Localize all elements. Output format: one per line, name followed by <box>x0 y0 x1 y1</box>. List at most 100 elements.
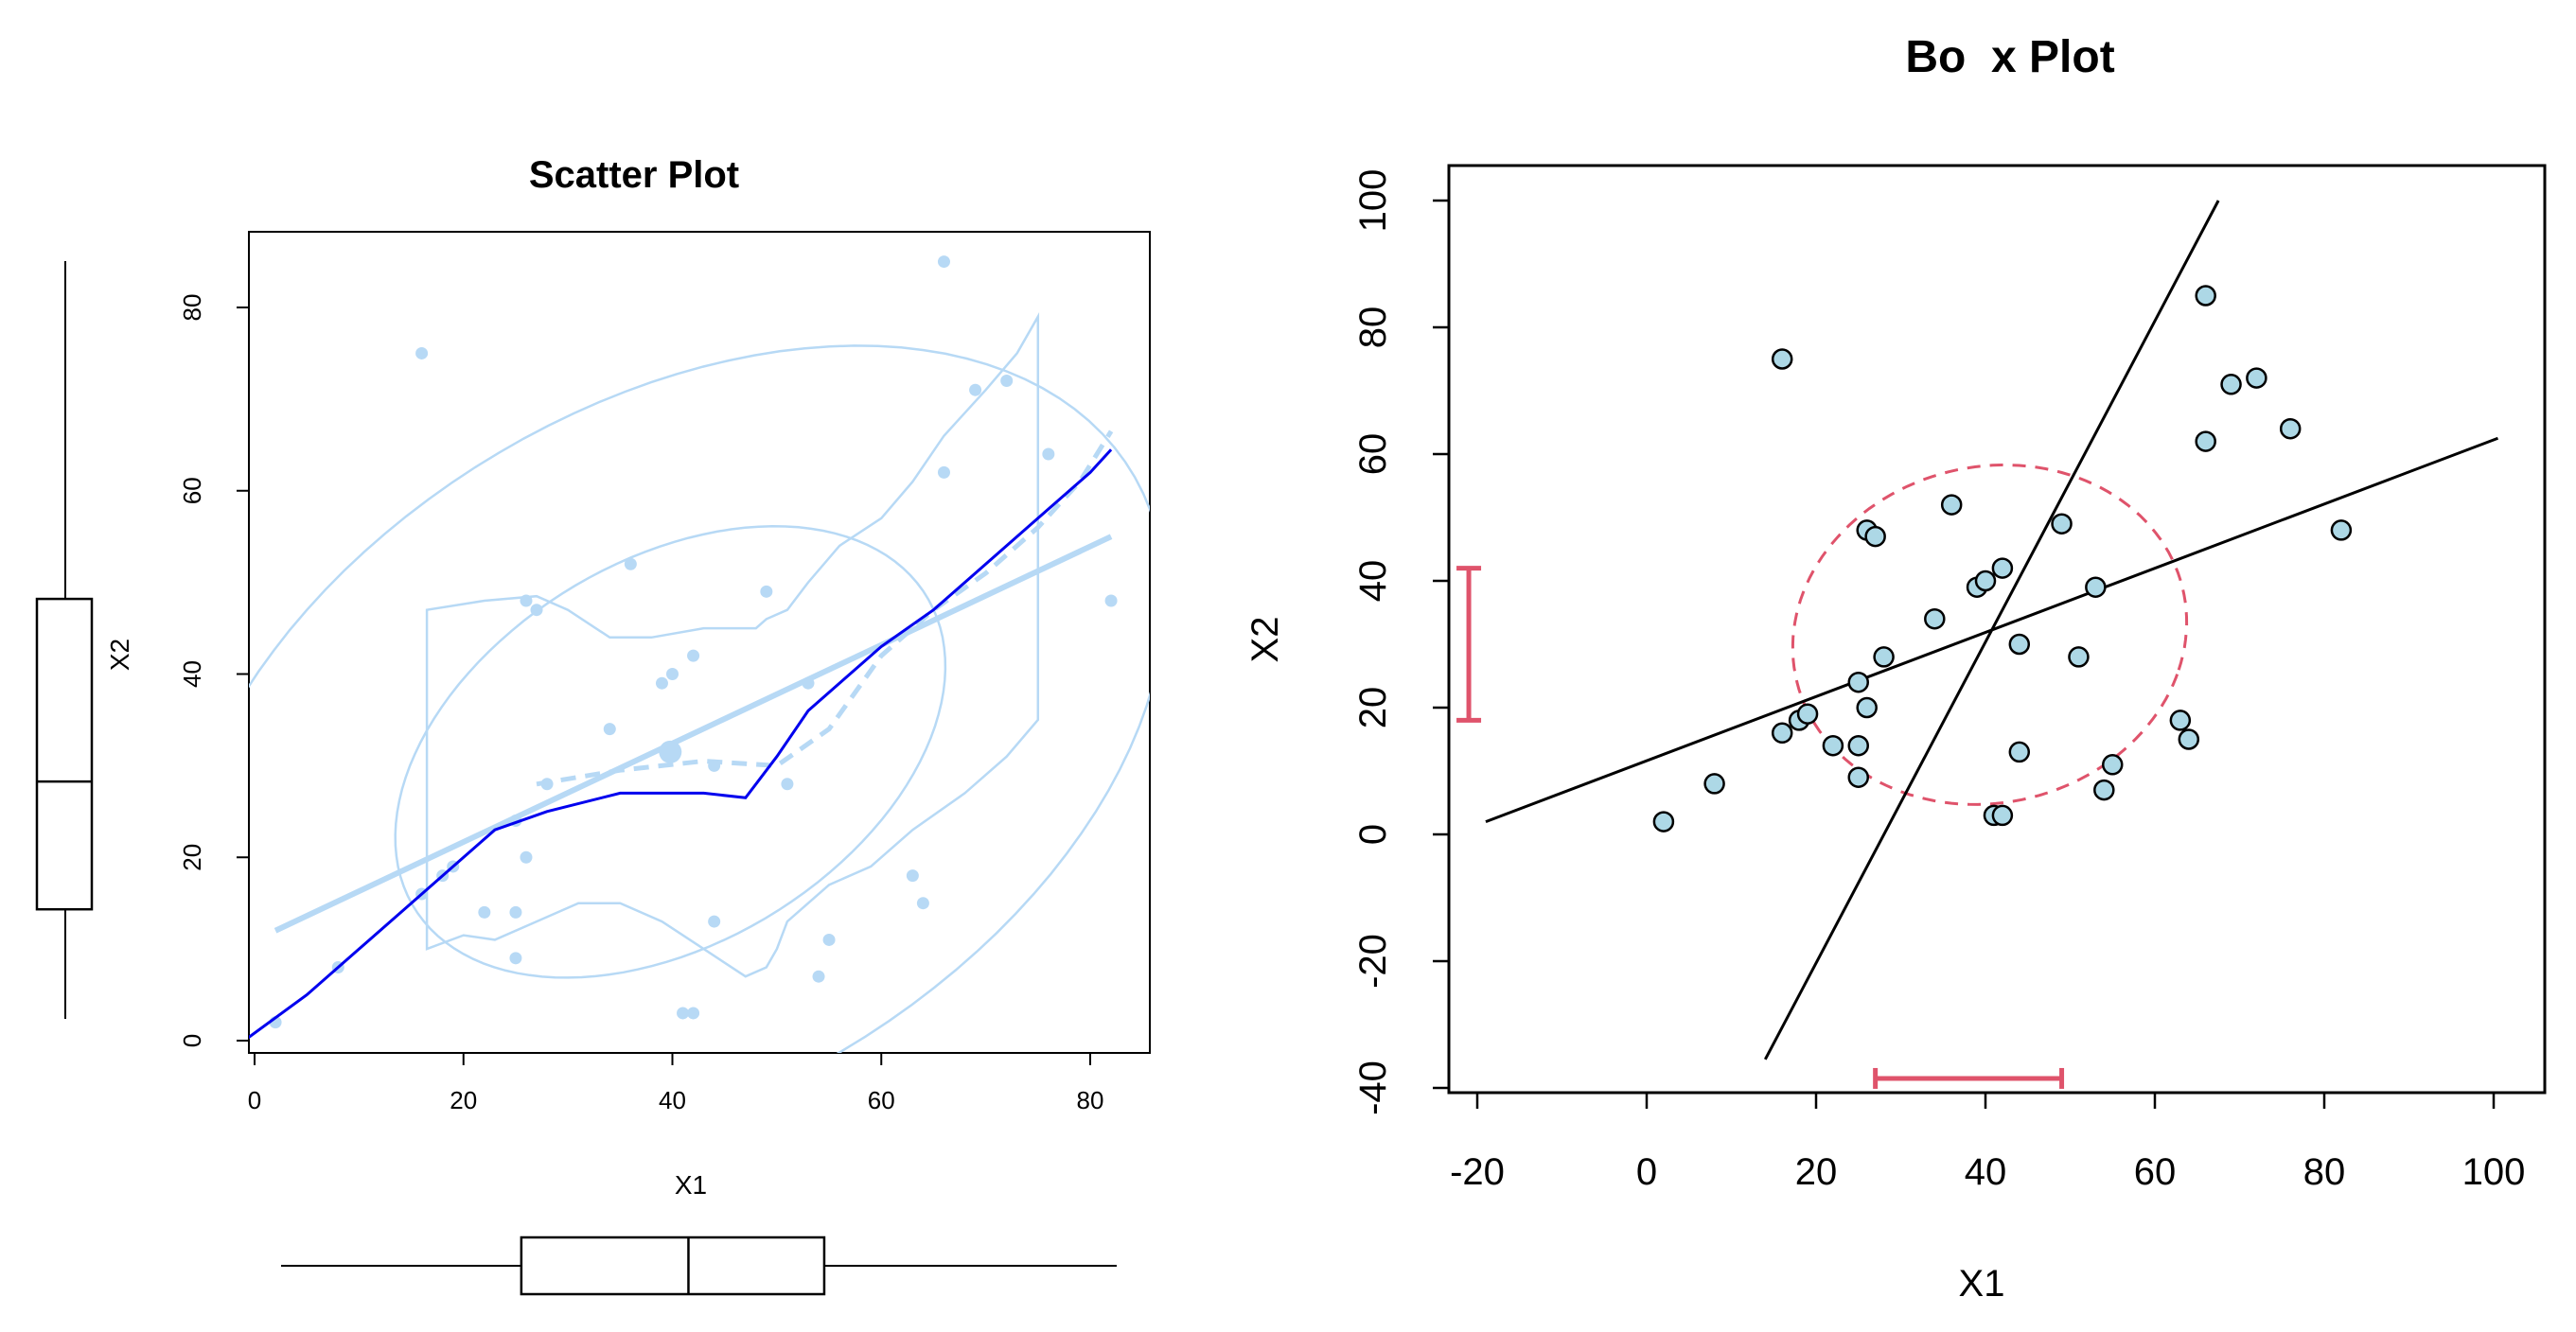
x-tick-label: 0 <box>1636 1151 1657 1193</box>
scatter-plot-frame <box>248 231 1151 1054</box>
scatter-point <box>2220 374 2242 395</box>
box-plot-x-axis-label: X1 <box>1959 1263 2005 1305</box>
scatter-point <box>1000 375 1014 387</box>
scatter-point <box>1104 594 1118 607</box>
scatter-point <box>1940 494 1963 516</box>
scatter-point <box>2246 367 2267 389</box>
scatter-point <box>2195 285 2216 307</box>
scatter-point <box>822 933 836 946</box>
scatter-point <box>2085 576 2107 598</box>
x-tick-label: 100 <box>2462 1151 2526 1193</box>
scatter-point <box>1042 447 1055 461</box>
scatter-point <box>1771 722 1793 745</box>
scatter-point <box>916 897 929 910</box>
scatter-point <box>540 778 554 791</box>
scatter-point <box>781 778 794 791</box>
scatter-point <box>2195 430 2216 452</box>
scatter-point <box>1822 734 1844 757</box>
scatter-plot-y-marginal-boxplot <box>35 261 94 1019</box>
scatter-point <box>2008 741 2031 763</box>
scatter-plot-x-marginal-boxplot <box>281 1236 1117 1296</box>
y-tick-label: -40 <box>1352 1060 1394 1115</box>
y-marginal-box <box>35 597 94 911</box>
scatter-point <box>478 905 491 919</box>
y-tick-label: 20 <box>1352 687 1394 729</box>
scatter-point <box>937 255 950 269</box>
scatter-point <box>677 1007 690 1020</box>
x-tick-label: 20 <box>1795 1151 1838 1193</box>
scatter-point <box>1847 766 1869 788</box>
x-tick-label: 20 <box>450 1086 477 1114</box>
scatter-point <box>687 649 700 662</box>
inner-data-ellipse <box>394 525 947 979</box>
x-tick-label: 0 <box>248 1086 261 1114</box>
scatter-point <box>1703 773 1725 795</box>
scatter-point <box>509 905 522 919</box>
scatter-point <box>1847 734 1869 757</box>
scatter-point <box>2279 417 2302 440</box>
centroid-point <box>659 740 682 763</box>
scatter-point <box>2178 728 2200 750</box>
box-plot-ticks: -20 0 20 40 60 80 100 -40 -20 0 20 40 60 80 100 <box>1352 169 2525 1193</box>
scatter-point <box>1974 570 1997 592</box>
scatter-point <box>666 668 679 680</box>
regression-line <box>273 534 1113 934</box>
y-tick-label: 40 <box>178 660 206 688</box>
scatter-point <box>2008 633 2031 656</box>
scatter-point <box>603 723 616 736</box>
scatter-point <box>1991 804 2014 827</box>
scatter-point <box>1864 525 1886 548</box>
x-tick-label: 60 <box>868 1086 895 1114</box>
y-tick-label: 100 <box>1352 169 1394 233</box>
scatter-point <box>937 465 950 479</box>
y-tick-label: 60 <box>1352 433 1394 476</box>
scatter-point <box>1873 646 1895 668</box>
y-tick-label: 60 <box>178 477 206 504</box>
scatter-point <box>1771 348 1793 370</box>
scatter-point <box>802 676 815 690</box>
x-tick-label: 40 <box>1965 1151 2007 1193</box>
scatter-point <box>2093 779 2115 801</box>
scatter-point <box>969 383 982 396</box>
scatter-point <box>708 759 721 772</box>
scatter-point <box>2169 710 2192 731</box>
scatter-plot-panel: Scatter Plot X1 X2 0 20 40 60 80 0 20 40 60 80 <box>35 154 1151 1296</box>
scatter-plot-y-axis-label: X2 <box>105 639 134 671</box>
scatter-point <box>2068 646 2090 668</box>
box-plot-title: Bo x Plot <box>1905 32 2114 82</box>
scatter-point <box>520 850 533 864</box>
regression-line-x1-on-x2 <box>1763 200 2220 1060</box>
y-tick-label: 80 <box>178 294 206 322</box>
scatter-point <box>509 952 522 965</box>
box-plot-content <box>1485 200 2499 1060</box>
scatter-plot-title: Scatter Plot <box>529 154 739 196</box>
scatter-point <box>708 915 721 928</box>
dashed-ellipse <box>1791 463 2189 806</box>
y-tick-label: 0 <box>178 1034 206 1047</box>
box-plot-panel: Bo x Plot X1 X2 -20 0 20 40 60 80 100 -40 -20 0 20… <box>1244 32 2547 1305</box>
scatter-point <box>2330 519 2353 541</box>
y-tick-label: -20 <box>1352 934 1394 989</box>
scatter-point <box>415 346 429 359</box>
scatter-point <box>1796 703 1819 725</box>
y-tick-label: 40 <box>1352 560 1394 603</box>
smoother-line <box>249 448 1113 1040</box>
x-tick-label: 80 <box>1077 1086 1104 1114</box>
scatter-point <box>655 676 668 690</box>
scatter-point <box>760 585 773 598</box>
y-tick-label: 80 <box>1352 307 1394 349</box>
scatter-point <box>1924 607 1946 630</box>
scatter-point <box>624 557 637 570</box>
spread-envelope <box>425 311 1040 978</box>
box-plot-y-axis-label: X2 <box>1244 617 1286 663</box>
scatter-point <box>687 1007 700 1020</box>
scatter-point <box>1991 557 2014 579</box>
y-tick-label: 20 <box>178 844 206 871</box>
x-tick-label: -20 <box>1450 1151 1505 1193</box>
x-marginal-box <box>520 1236 826 1296</box>
scatter-point <box>2051 513 2073 535</box>
scatter-plot-content <box>249 255 1150 1053</box>
scatter-plot-x-axis-label: X1 <box>675 1170 707 1200</box>
scatter-point <box>1856 696 1878 719</box>
